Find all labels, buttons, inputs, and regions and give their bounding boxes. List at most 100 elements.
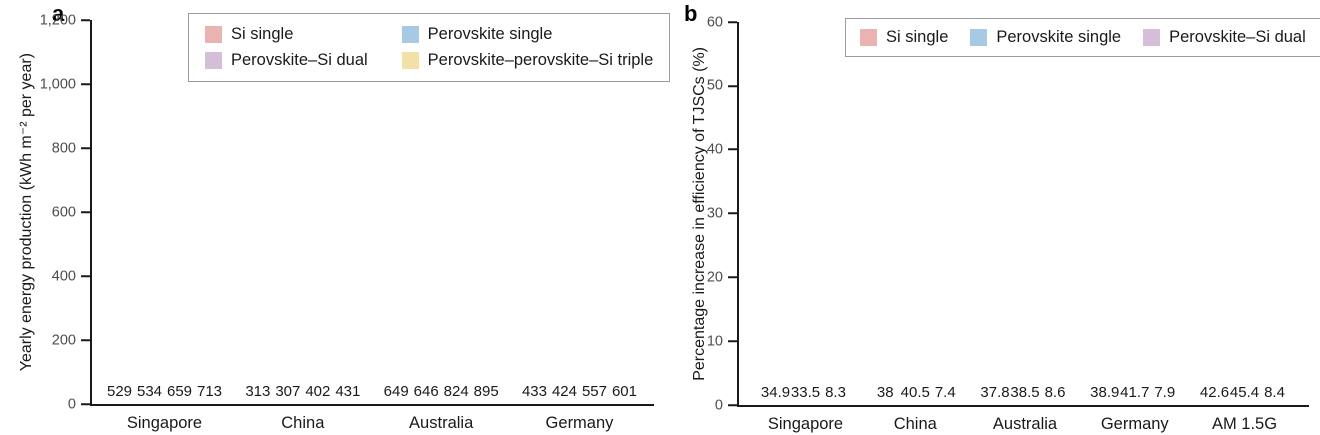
bar-value-label: 431	[335, 383, 361, 401]
bar-value-label: 307	[275, 383, 301, 401]
category-label: Singapore	[126, 414, 203, 432]
y-tick-mark	[81, 83, 90, 85]
y-tick-mark	[728, 340, 737, 343]
legend: Si single Perovskite single Perovskite–Si …	[188, 13, 671, 82]
bars-layer: 34.9 33.5 8.3 Singapore 38 40.5 7.4 China 37.8 38…	[739, 22, 1309, 433]
y-tick-mark	[81, 339, 90, 341]
bar-value-label: 37.8	[980, 384, 1010, 402]
legend-label: Si single	[886, 28, 949, 46]
legend-swatch	[401, 52, 419, 69]
panel-a-y-axis-title: Yearly energy production (kWh m⁻² per ye…	[17, 52, 35, 372]
bar-value-label: 34.9	[760, 384, 791, 402]
y-tick: 1,200	[40, 13, 90, 28]
bar-value-label: 7.4	[934, 384, 956, 402]
y-tick: 10	[707, 334, 737, 349]
legend-item: Perovskite single	[401, 25, 654, 44]
bars-layer: 529 534 659 713 Singapore 313 307 402 431 China 64…	[92, 20, 654, 432]
bar-value-label: 534	[136, 383, 163, 401]
plot-area: 0 10 20 30 40 50 60 34.9 33.5 8.3 Singapore 38 40.5…	[707, 15, 1309, 433]
panel-a: a Yearly energy production (kWh m⁻² per …	[14, 1, 671, 432]
y-tick-mark	[81, 211, 90, 213]
legend-swatch	[401, 26, 419, 43]
legend-item: Perovskite single	[970, 28, 1121, 47]
y-tick: 400	[52, 269, 90, 284]
y-tick: 0	[715, 398, 737, 413]
category-label: Australia	[409, 414, 474, 432]
category-label: Singapore	[767, 415, 844, 433]
panel-b: b Percentage increase in efficiency of T…	[660, 0, 1320, 435]
bar-value-label: 33.5	[790, 384, 821, 402]
legend-label: Perovskite single	[427, 25, 553, 43]
bar-value-label: 38	[876, 384, 894, 402]
bar-value-label: 601	[611, 383, 637, 401]
legend-label: Perovskite–Si dual	[231, 51, 368, 69]
y-tick-label: 800	[51, 139, 76, 156]
bar-value-label: 41.7	[1120, 384, 1150, 402]
y-tick: 30	[707, 206, 737, 221]
y-tick: 0	[68, 397, 90, 412]
y-tick: 200	[52, 333, 90, 348]
bar-value-label: 424	[551, 383, 577, 401]
y-tick-mark	[728, 276, 737, 279]
legend: Si single Perovskite single Perovskite–Si …	[845, 18, 1320, 57]
bar-value-label: 8.4	[1264, 384, 1285, 402]
bar-value-label: 38.5	[1010, 384, 1040, 402]
y-tick-mark	[728, 404, 737, 406]
bar-value-label: 557	[581, 383, 607, 401]
bar-value-label: 402	[305, 383, 331, 401]
legend-item: Si single	[205, 25, 368, 44]
bar-value-label: 646	[413, 383, 439, 401]
y-tick-label: 10	[706, 332, 723, 349]
bar-value-label: 659	[166, 383, 193, 401]
y-tick-label: 50	[706, 77, 723, 94]
y-tick-label: 0	[67, 395, 76, 412]
bar-value-label: 42.6	[1199, 384, 1230, 402]
category-label: Australia	[992, 415, 1058, 433]
y-tick-label: 40	[706, 141, 723, 158]
legend-label: Perovskite single	[996, 28, 1122, 46]
category-label: China	[893, 415, 937, 433]
legend-swatch	[970, 29, 988, 46]
legend-item: Si single	[860, 28, 948, 47]
y-tick-label: 600	[51, 203, 76, 220]
bar-value-label: 713	[196, 383, 223, 401]
y-tick-mark	[728, 84, 737, 87]
y-tick-label: 200	[51, 331, 76, 348]
y-tick: 40	[707, 142, 737, 157]
y-tick: 1,000	[40, 77, 90, 92]
panel-a-y-axis-title-wrap: Yearly energy production (kWh m⁻² per ye…	[14, 20, 38, 404]
y-tick-mark	[728, 21, 737, 23]
legend-swatch	[1143, 29, 1161, 46]
category-label: Germany	[545, 414, 614, 432]
plot-area: 0 200 400 600 800 1,000 1,200 529 534 659 713 Sing…	[40, 13, 654, 432]
bar-value-label: 529	[106, 383, 133, 401]
bar-value-label: 8.6	[1044, 384, 1066, 402]
y-tick-mark	[81, 147, 90, 149]
legend-label: Si single	[231, 25, 294, 43]
y-tick-label: 1,000	[39, 75, 76, 92]
legend-swatch	[205, 26, 222, 43]
category-label: China	[281, 414, 325, 432]
legend-item: Perovskite–Si dual	[205, 51, 368, 70]
y-tick: 600	[52, 205, 90, 220]
bar-value-label: 433	[521, 383, 547, 401]
legend-swatch	[205, 52, 222, 69]
y-tick: 50	[707, 79, 737, 94]
y-tick: 60	[707, 15, 737, 30]
bar-value-label: 38.9	[1090, 384, 1120, 402]
legend-item: Perovskite–Si dual	[1143, 28, 1306, 47]
bar-value-label: 313	[245, 383, 271, 401]
y-tick-label: 30	[706, 205, 723, 222]
panel-a-label: a	[52, 1, 65, 26]
y-axis-ticks: 0 10 20 30 40 50 60	[707, 15, 1309, 412]
y-tick-label: 20	[706, 269, 723, 286]
bar-value-label: 45.4	[1229, 384, 1260, 402]
y-tick-label: 400	[51, 267, 76, 284]
bar-value-label: 7.9	[1154, 384, 1176, 402]
category-label: AM 1.5G	[1211, 415, 1278, 433]
y-tick-mark	[81, 275, 90, 277]
y-tick-mark	[728, 148, 737, 151]
legend-label: Perovskite–Si dual	[1169, 28, 1306, 46]
y-tick: 800	[52, 141, 90, 156]
